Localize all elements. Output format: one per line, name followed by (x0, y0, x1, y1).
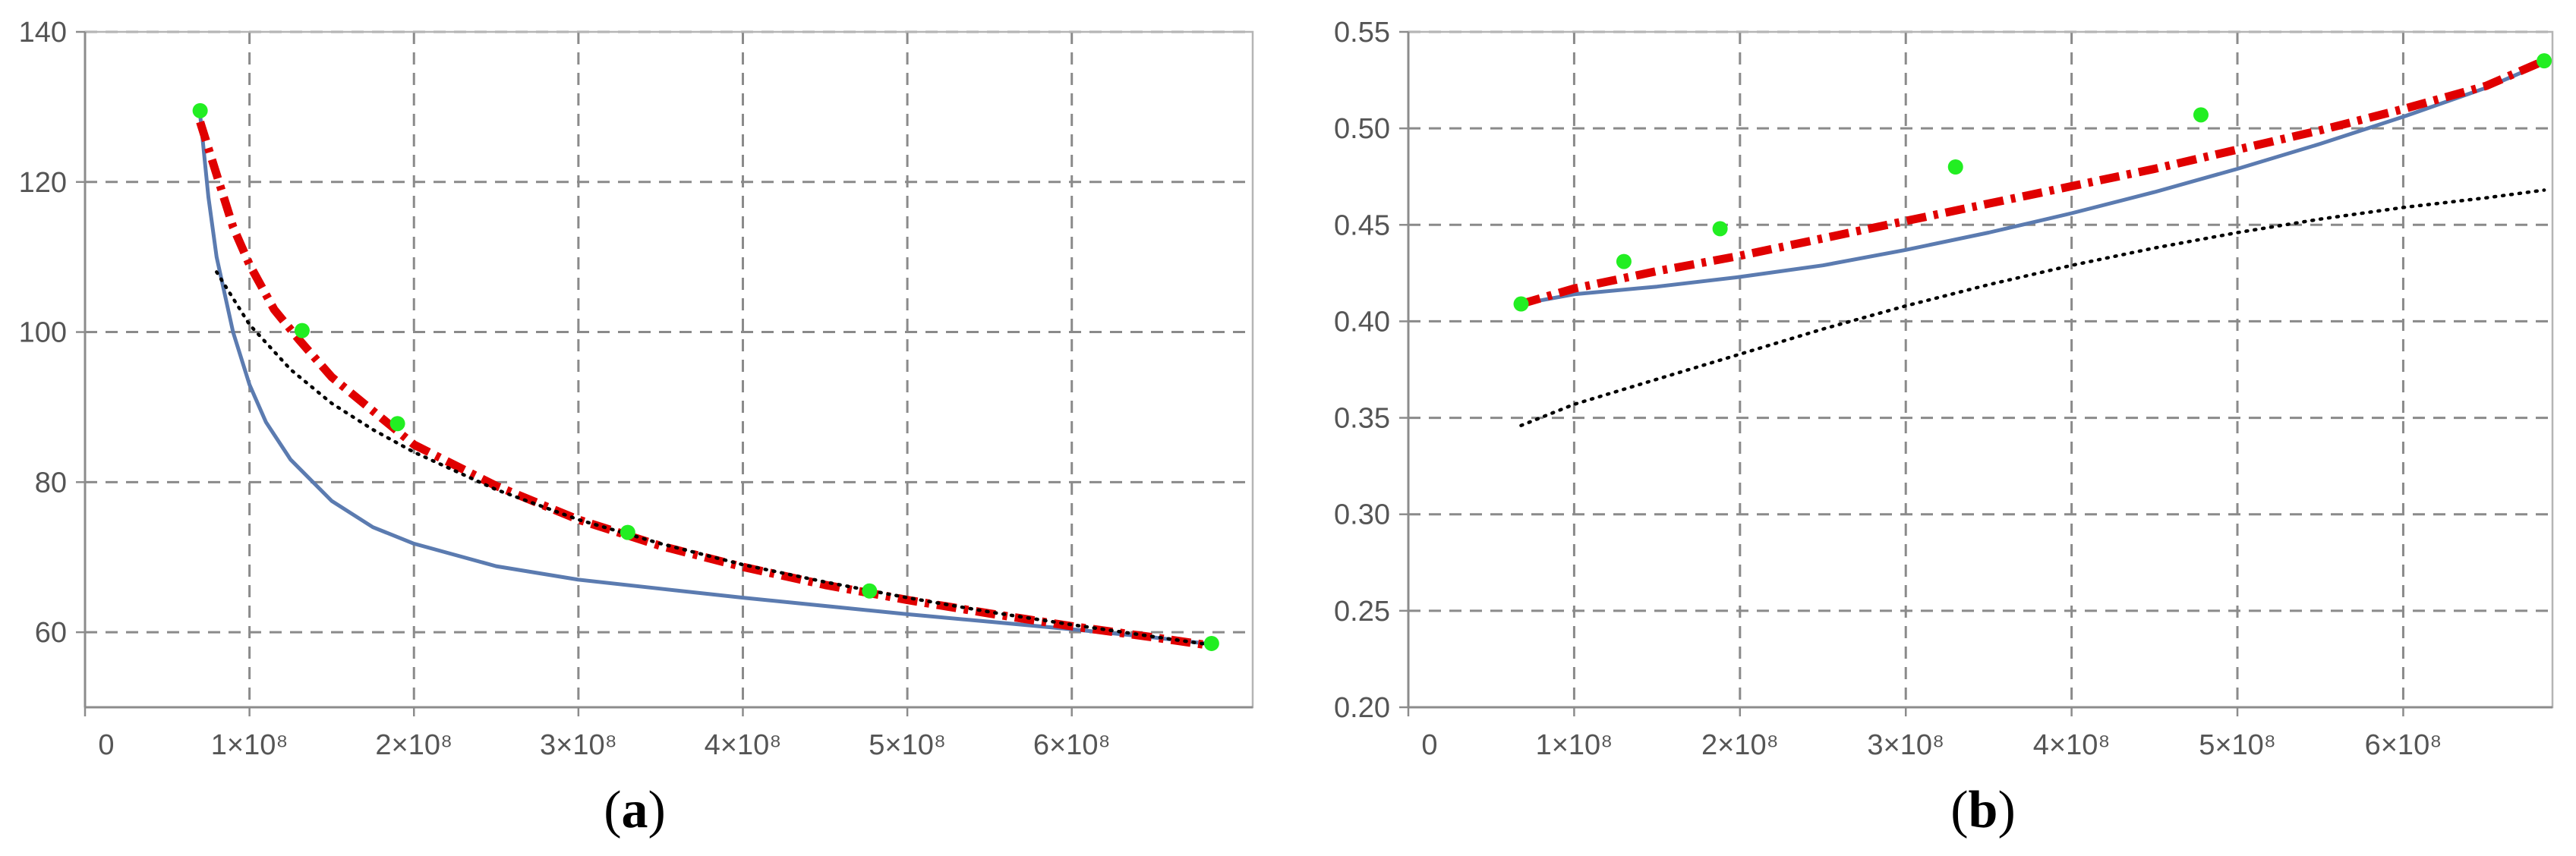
data-point-a-2 (389, 416, 405, 432)
y-tick-label-b-1: 0.25 (1334, 596, 1390, 628)
series-line-b-dotted (1519, 188, 2546, 427)
y-tick-label-a-2: 100 (19, 317, 67, 349)
x-tick-label-b-0: 0 (1421, 729, 1437, 761)
data-point-a-0 (192, 102, 208, 118)
data-point-a-3 (620, 524, 635, 540)
data-point-a-1 (294, 323, 310, 338)
y-tick-label-a-1: 80 (35, 467, 67, 499)
y-tick-label-b-5: 0.45 (1334, 209, 1390, 241)
data-point-b-2 (1712, 221, 1728, 237)
panel-label-b: (b) (1950, 781, 2016, 839)
chart-panel-b: 0 1×10⁸ 2×10⁸ 3×10⁸ 4×10⁸ 5×10⁸ 6×10⁸ 0.20 0.25 0… (1334, 17, 2554, 839)
series-line-a-dashdot (196, 121, 1212, 650)
series-line-b-dashdot (1519, 57, 2546, 308)
data-point-a-4 (862, 583, 878, 599)
data-point-b-0 (1513, 296, 1529, 312)
y-tick-label-b-4: 0.40 (1334, 306, 1390, 338)
y-tick-label-b-7: 0.55 (1334, 17, 1390, 49)
y-tick-label-a-3: 120 (19, 167, 67, 199)
chart-panel-a: 0 1×10⁸ 2×10⁸ 3×10⁸ 4×10⁸ 5×10⁸ 6×10⁸ 60 80 100 12… (19, 17, 1254, 839)
x-tick-label-a-2: 2×10⁸ (375, 729, 452, 761)
x-tick-label-a-5: 5×10⁸ (869, 729, 946, 761)
plot-frame-b (1407, 30, 2554, 709)
x-tick-label-a-0: 0 (98, 729, 114, 761)
data-point-b-4 (2193, 107, 2209, 123)
x-tick-label-a-6: 6×10⁸ (1033, 729, 1111, 761)
y-tick-label-b-3: 0.35 (1334, 403, 1390, 435)
y-tick-label-a-4: 140 (19, 17, 67, 49)
y-tick-label-b-6: 0.50 (1334, 113, 1390, 145)
data-point-b-1 (1616, 253, 1632, 269)
data-point-b-5 (2537, 53, 2552, 69)
x-tick-label-b-3: 3×10⁸ (1867, 729, 1944, 761)
x-tick-label-b-6: 6×10⁸ (2365, 729, 2442, 761)
x-tick-label-a-4: 4×10⁸ (705, 729, 782, 761)
series-line-a-solid (198, 112, 1214, 647)
series-line-b-solid (1519, 61, 2546, 306)
x-tick-label-b-5: 5×10⁸ (2199, 729, 2276, 761)
data-point-a-5 (1203, 635, 1219, 651)
y-tick-label-b-0: 0.20 (1334, 692, 1390, 724)
x-tick-label-b-1: 1×10⁸ (1536, 729, 1613, 761)
y-tick-label-b-2: 0.30 (1334, 499, 1390, 531)
series-line-a-dotted (215, 270, 1214, 647)
x-tick-label-a-1: 1×10⁸ (211, 729, 288, 761)
data-point-b-3 (1947, 159, 1963, 175)
x-tick-label-a-3: 3×10⁸ (540, 729, 617, 761)
x-tick-label-b-4: 4×10⁸ (2033, 729, 2111, 761)
plot-frame-a (84, 30, 1254, 709)
y-tick-label-a-0: 60 (35, 617, 67, 649)
x-tick-label-b-2: 2×10⁸ (1701, 729, 1779, 761)
panel-label-a: (a) (604, 781, 666, 839)
